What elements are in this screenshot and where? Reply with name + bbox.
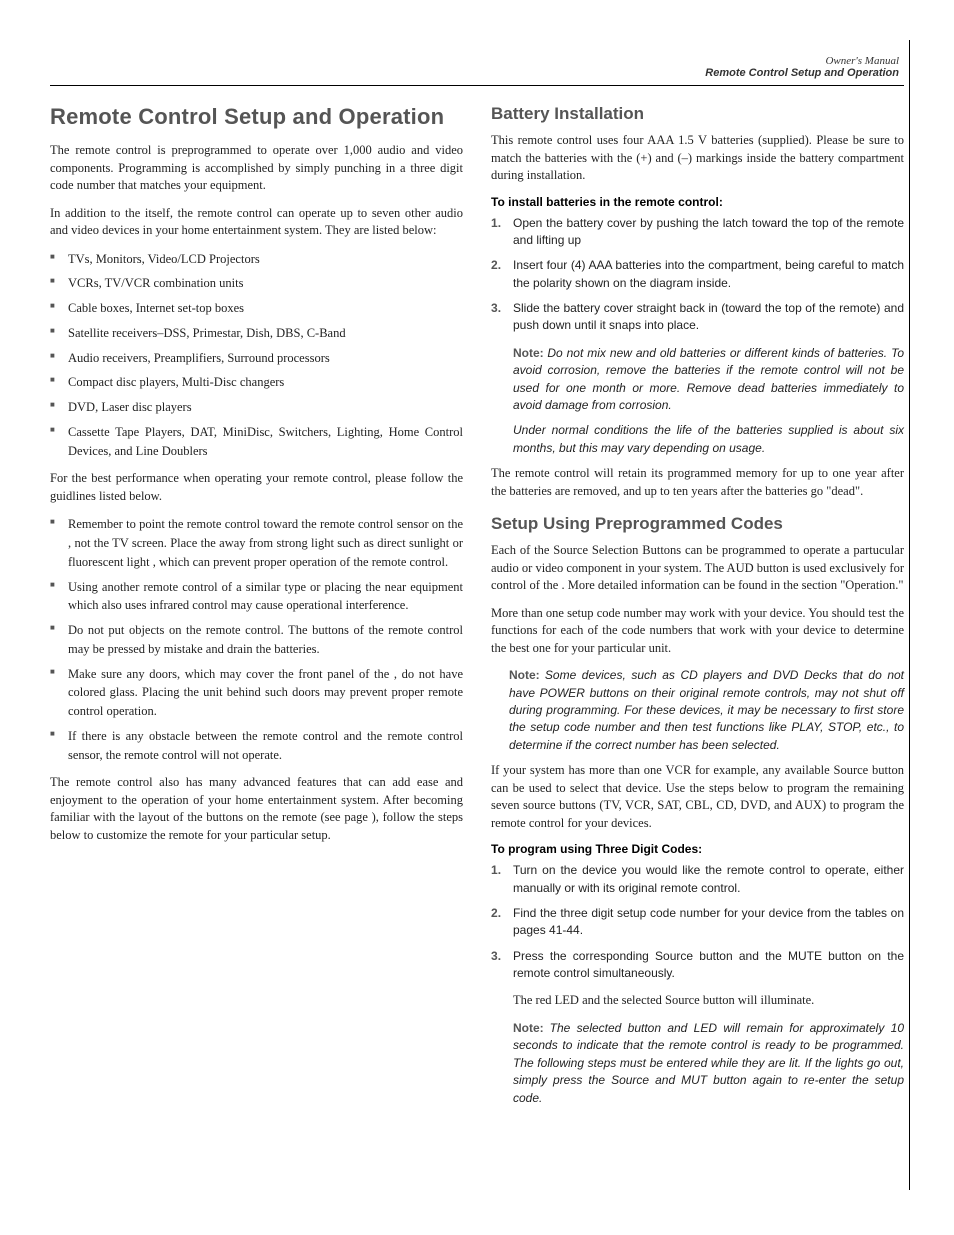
device-item: Audio receivers, Preamplifiers, Surround… bbox=[50, 349, 463, 368]
battery-note-1: Note: Do not mix new and old batteries o… bbox=[513, 345, 904, 415]
program-step: Turn on the device you would like the re… bbox=[491, 862, 904, 897]
device-item: Cable boxes, Internet set-top boxes bbox=[50, 299, 463, 318]
battery-subheading: To install batteries in the remote contr… bbox=[491, 195, 904, 209]
note-label: Note: bbox=[513, 1021, 544, 1035]
setup-heading: Setup Using Preprogrammed Codes bbox=[491, 514, 904, 534]
top-rule bbox=[50, 85, 904, 86]
program-subheading: To program using Three Digit Codes: bbox=[491, 842, 904, 856]
advanced-p: The remote control also has many advance… bbox=[50, 774, 463, 844]
setup-p4: The red LED and the selected Source butt… bbox=[513, 992, 904, 1010]
right-column: Battery Installation This remote control… bbox=[491, 104, 904, 1115]
note-text: Some devices, such as CD players and DVD… bbox=[509, 668, 904, 752]
left-column: Remote Control Setup and Operation The r… bbox=[50, 104, 463, 1115]
battery-steps: Open the battery cover by pushing the la… bbox=[491, 215, 904, 335]
note-label: Note: bbox=[513, 346, 544, 360]
setup-note-2: Note: The selected button and LED will r… bbox=[513, 1020, 904, 1107]
header-line1: Owner's Manual bbox=[705, 55, 899, 67]
device-item: VCRs, TV/VCR combination units bbox=[50, 274, 463, 293]
program-steps: Turn on the device you would like the re… bbox=[491, 862, 904, 982]
header-right: Owner's Manual Remote Control Setup and … bbox=[705, 55, 899, 79]
guideline-item: Using another remote control of a simila… bbox=[50, 578, 463, 616]
guideline-item: Do not put objects on the remote control… bbox=[50, 621, 463, 659]
setup-note-1: Note: Some devices, such as CD players a… bbox=[509, 667, 904, 754]
main-heading: Remote Control Setup and Operation bbox=[50, 104, 463, 130]
device-item: DVD, Laser disc players bbox=[50, 398, 463, 417]
setup-p3: If your system has more than one VCR for… bbox=[491, 762, 904, 832]
page-right-rule bbox=[909, 40, 910, 1190]
battery-p2: The remote control will retain its progr… bbox=[491, 465, 904, 500]
content-columns: Remote Control Setup and Operation The r… bbox=[50, 104, 904, 1115]
battery-heading: Battery Installation bbox=[491, 104, 904, 124]
guidelines-intro: For the best performance when operating … bbox=[50, 470, 463, 505]
note-text: Under normal conditions the life of the … bbox=[513, 423, 904, 454]
device-item: Compact disc players, Multi-Disc changer… bbox=[50, 373, 463, 392]
battery-step: Slide the battery cover straight back in… bbox=[491, 300, 904, 335]
device-item: Cassette Tape Players, DAT, MiniDisc, Sw… bbox=[50, 423, 463, 461]
program-step: Find the three digit setup code number f… bbox=[491, 905, 904, 940]
device-list: TVs, Monitors, Video/LCD Projectors VCRs… bbox=[50, 250, 463, 461]
battery-step: Open the battery cover by pushing the la… bbox=[491, 215, 904, 250]
header-line2: Remote Control Setup and Operation bbox=[705, 67, 899, 79]
program-step: Press the corresponding Source button an… bbox=[491, 948, 904, 983]
setup-p1: Each of the Source Selection Buttons can… bbox=[491, 542, 904, 595]
intro-p2: In addition to the itself, the remote co… bbox=[50, 205, 463, 240]
note-label: Note: bbox=[509, 668, 540, 682]
guideline-item: Make sure any doors, which may cover the… bbox=[50, 665, 463, 721]
battery-p1: This remote control uses four AAA 1.5 V … bbox=[491, 132, 904, 185]
intro-p1: The remote control is preprogrammed to o… bbox=[50, 142, 463, 195]
note-text: The selected button and LED will remain … bbox=[513, 1021, 904, 1105]
battery-step: Insert four (4) AAA batteries into the c… bbox=[491, 257, 904, 292]
setup-p2: More than one setup code number may work… bbox=[491, 605, 904, 658]
guideline-item: Remember to point the remote control tow… bbox=[50, 515, 463, 571]
note-text: Do not mix new and old batteries or diff… bbox=[513, 346, 904, 412]
battery-note-2: Under normal conditions the life of the … bbox=[513, 422, 904, 457]
guidelines-list: Remember to point the remote control tow… bbox=[50, 515, 463, 764]
device-item: Satellite receivers–DSS, Primestar, Dish… bbox=[50, 324, 463, 343]
guideline-item: If there is any obstacle between the rem… bbox=[50, 727, 463, 765]
device-item: TVs, Monitors, Video/LCD Projectors bbox=[50, 250, 463, 269]
